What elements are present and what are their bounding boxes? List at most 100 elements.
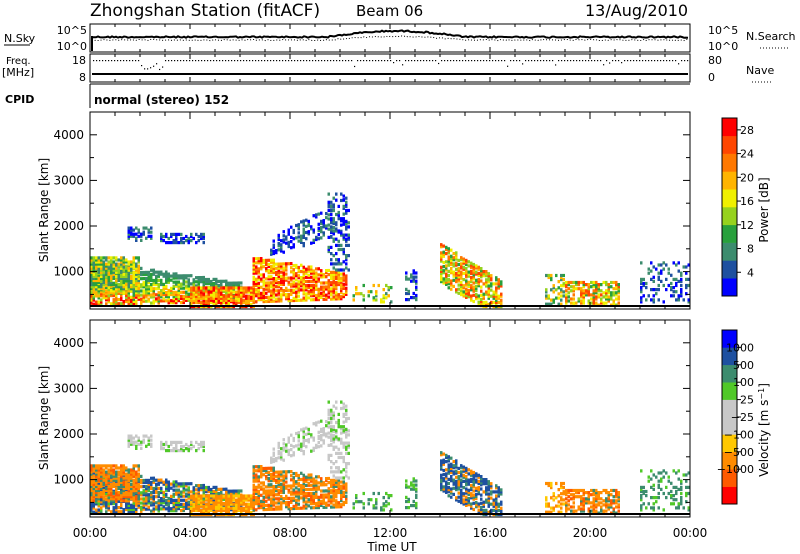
power-cell: [132, 228, 135, 232]
power-cell: [547, 273, 550, 278]
velocity-cell: [165, 482, 168, 486]
power-cell: [605, 280, 608, 285]
nave-dot: [117, 60, 119, 62]
power-cell: [177, 292, 180, 296]
power-cell: [180, 282, 183, 286]
power-cell: [580, 295, 583, 299]
velocity-cell: [202, 492, 205, 496]
velocity-cell: [107, 491, 110, 495]
velocity-cell: [110, 478, 113, 482]
power-cell: [145, 289, 148, 293]
power-cell: [190, 296, 193, 300]
power-cell: [470, 271, 473, 275]
velocity-cell: [252, 506, 255, 510]
power-cell: [315, 213, 318, 217]
power-cell: [477, 296, 480, 300]
power-cell: [220, 292, 223, 296]
power-cell: [345, 233, 348, 237]
velocity-cell: [200, 508, 203, 512]
power-cell: [305, 288, 308, 292]
power-cell: [307, 273, 310, 277]
power-cell: [312, 298, 315, 302]
power-cell: [345, 290, 348, 294]
velocity-cell: [90, 491, 93, 495]
power-cell: [332, 266, 335, 270]
power-cell: [592, 285, 595, 289]
velocity-cell: [130, 436, 133, 440]
power-cell: [337, 274, 340, 278]
nave-dot: [591, 60, 593, 62]
velocity-cell: [110, 497, 113, 501]
power-cell: [302, 275, 305, 280]
power-cell: [285, 262, 288, 266]
power-cell: [157, 291, 160, 295]
velocity-cell: [240, 502, 243, 506]
power-cell: [265, 269, 268, 273]
power-cell: [205, 302, 208, 306]
velocity-cell: [142, 485, 145, 489]
velocity-cell: [265, 499, 268, 503]
velocity-cell: [165, 480, 168, 484]
power-cell: [267, 295, 270, 299]
power-cell: [265, 262, 268, 267]
velocity-cell: [110, 486, 113, 491]
velocity-cell: [102, 478, 105, 482]
velocity-cell: [232, 494, 235, 498]
velocity-cell: [95, 482, 98, 486]
power-cell: [165, 232, 168, 236]
velocity-cell: [292, 488, 295, 492]
power-cell: [292, 296, 295, 300]
power-cell: [287, 230, 290, 234]
velocity-cell: [277, 443, 280, 447]
power-cell: [227, 286, 230, 290]
power-cell: [92, 256, 95, 260]
power-cell: [497, 300, 500, 304]
velocity-cell: [122, 499, 125, 503]
power-cell: [155, 274, 158, 278]
power-cell: [197, 292, 200, 296]
power-cell: [125, 264, 128, 268]
power-cell: [450, 269, 453, 273]
velocity-cell: [270, 466, 273, 470]
velocity-cell: [182, 494, 185, 498]
velocity-cell: [125, 493, 128, 497]
velocity-cell: [307, 494, 310, 498]
power-cell: [567, 280, 570, 285]
power-cell: [287, 294, 290, 299]
velocity-cell: [327, 410, 330, 414]
power-cell: [210, 286, 213, 290]
power-cell: [200, 288, 203, 292]
power-cell: [112, 274, 115, 278]
power-cell: [327, 279, 330, 283]
velocity-cell: [195, 504, 198, 508]
power-cell: [315, 275, 318, 279]
power-cell: [252, 263, 255, 267]
power-cell: [667, 271, 670, 275]
power-cell: [652, 288, 655, 292]
power-cell: [115, 262, 118, 266]
power-cell: [282, 276, 285, 280]
power-cell: [567, 299, 570, 303]
velocity-cell: [280, 497, 283, 501]
velocity-cell: [287, 452, 290, 457]
velocity-cell: [275, 478, 278, 482]
power-cell: [332, 295, 335, 299]
velocity-cell: [100, 464, 103, 468]
cpid-label: CPID: [5, 93, 34, 106]
power-cell: [415, 285, 418, 289]
velocity-cell: [112, 464, 115, 468]
power-cell: [327, 287, 330, 291]
velocity-cell: [310, 479, 313, 483]
velocity-cell: [295, 482, 298, 486]
power-cell: [140, 270, 143, 275]
power-cell: [135, 289, 138, 293]
velocity-cell: [232, 508, 235, 512]
power-cell: [232, 298, 235, 302]
power-cell: [255, 283, 258, 287]
velocity-cell: [137, 488, 140, 493]
power-cell: [295, 278, 298, 282]
velocity-cell: [342, 420, 345, 424]
velocity-cell: [327, 443, 330, 447]
velocity-cell: [152, 495, 155, 499]
power-cell: [112, 276, 115, 280]
